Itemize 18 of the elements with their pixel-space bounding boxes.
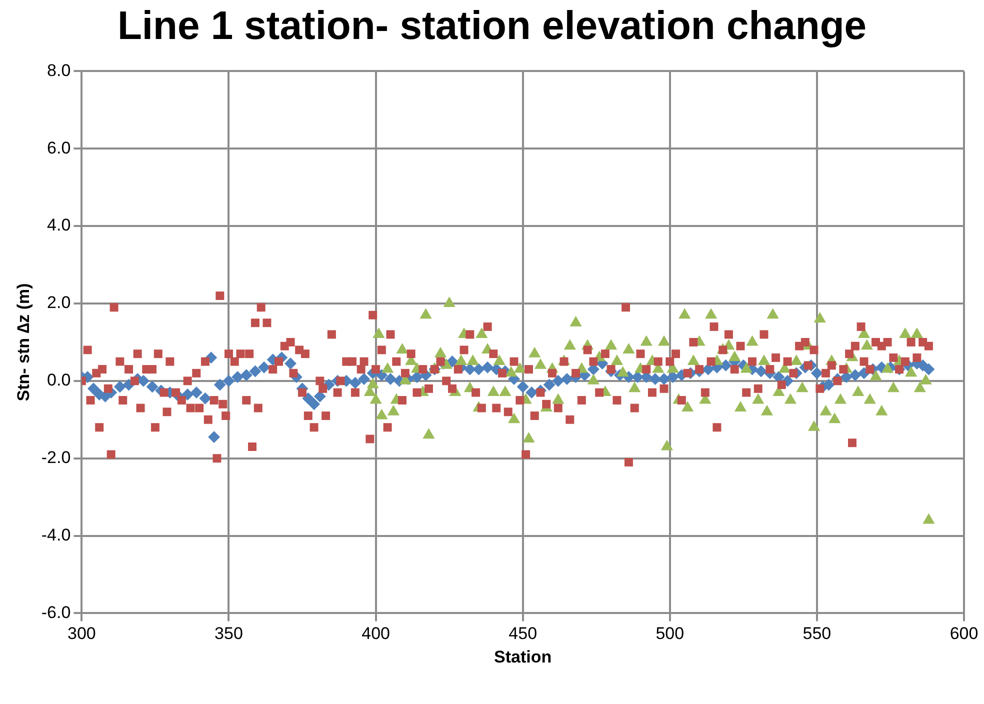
y-tick-label: -4.0: [41, 525, 71, 544]
x-tick-label: 450: [508, 624, 538, 644]
x-tick-label: 500: [656, 624, 684, 644]
x-tick-label: 550: [802, 624, 832, 644]
chart-title: Line 1 station- station elevation change: [116, 4, 868, 49]
y-tick-label: 4.0: [47, 216, 71, 235]
y-tick-label: 0.0: [47, 370, 71, 390]
y-tick-label: 8.0: [47, 60, 71, 80]
y-axis-title: Stn- stn ∆z (m): [14, 283, 33, 402]
x-tick-label: 350: [214, 624, 243, 644]
x-tick-label: 600: [950, 624, 978, 644]
y-tick-label: 2.0: [47, 293, 71, 312]
x-tick-label: 300: [68, 624, 96, 644]
y-tick-label: -6.0: [41, 602, 71, 622]
x-axis-title: Station: [494, 647, 552, 666]
y-tick-label: -2.0: [41, 448, 71, 468]
y-tick-label: 6.0: [47, 138, 71, 158]
x-tick-label: 400: [362, 624, 390, 644]
